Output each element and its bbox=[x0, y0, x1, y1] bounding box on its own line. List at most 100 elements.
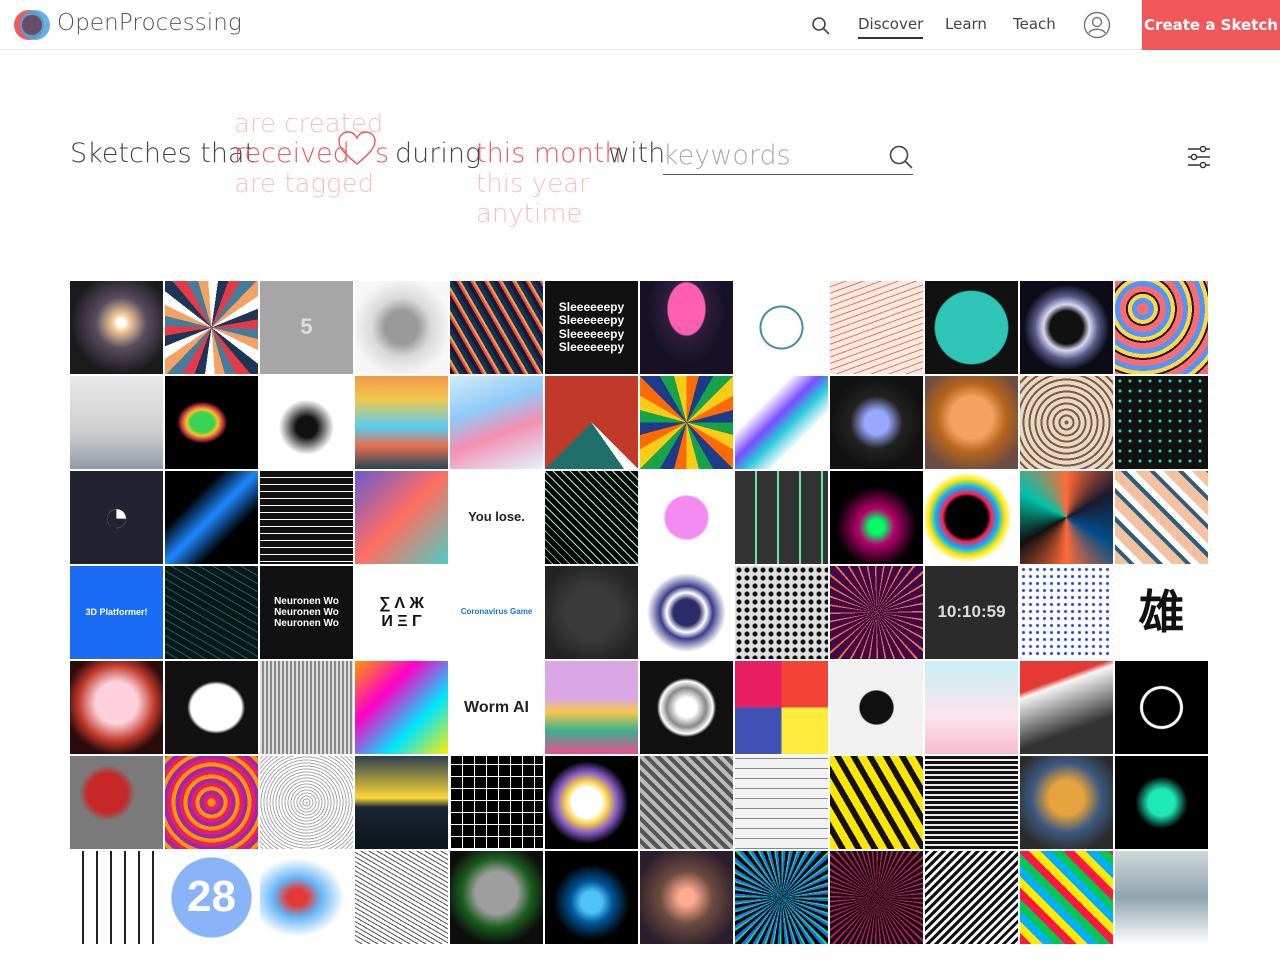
sketch-thumbnail[interactable] bbox=[1020, 471, 1113, 564]
sketch-thumbnail[interactable] bbox=[1020, 851, 1113, 944]
sketch-thumbnail[interactable] bbox=[640, 376, 733, 469]
sketch-thumbnail[interactable] bbox=[450, 281, 543, 374]
create-sketch-button[interactable]: Create a Sketch bbox=[1142, 0, 1280, 50]
sketch-thumbnail[interactable]: 雄 bbox=[1115, 566, 1208, 659]
sketch-thumbnail[interactable] bbox=[260, 376, 353, 469]
sketch-thumbnail[interactable] bbox=[830, 851, 923, 944]
search-icon[interactable] bbox=[811, 16, 831, 36]
sketch-thumbnail[interactable] bbox=[260, 661, 353, 754]
sketch-thumbnail[interactable] bbox=[830, 756, 923, 849]
sketch-thumbnail[interactable]: Coronavirus Game bbox=[450, 566, 543, 659]
period-option-anytime[interactable]: anytime bbox=[476, 199, 583, 229]
sketch-thumbnail[interactable] bbox=[165, 376, 258, 469]
sketch-thumbnail[interactable] bbox=[355, 851, 448, 944]
keywords-input[interactable] bbox=[663, 137, 913, 175]
sketch-thumbnail[interactable] bbox=[925, 376, 1018, 469]
sketch-thumbnail[interactable] bbox=[450, 756, 543, 849]
sketch-thumbnail[interactable]: Worm AI bbox=[450, 661, 543, 754]
sketch-thumbnail[interactable] bbox=[925, 661, 1018, 754]
sketch-thumbnail[interactable] bbox=[1115, 851, 1208, 944]
sketch-thumbnail[interactable] bbox=[830, 566, 923, 659]
sketch-thumbnail[interactable]: Neuronen Wo Neuronen Wo Neuronen Wo bbox=[260, 566, 353, 659]
sketch-thumbnail[interactable] bbox=[1020, 756, 1113, 849]
sketch-thumbnail[interactable] bbox=[70, 376, 163, 469]
sketch-thumbnail[interactable] bbox=[640, 566, 733, 659]
sketch-thumbnail[interactable] bbox=[1020, 566, 1113, 659]
sketch-thumbnail[interactable] bbox=[830, 661, 923, 754]
sketch-thumbnail[interactable]: 28 bbox=[165, 851, 258, 944]
sketch-thumbnail[interactable] bbox=[70, 851, 163, 944]
sketch-thumbnail[interactable]: 10:10:59 bbox=[925, 566, 1018, 659]
sketch-thumbnail[interactable] bbox=[260, 756, 353, 849]
action-option-received[interactable]: received bbox=[234, 138, 350, 169]
sketch-thumbnail[interactable]: Sleeeeeepy Sleeeeeepy Sleeeeeepy Sleeeee… bbox=[545, 281, 638, 374]
sketch-thumbnail[interactable] bbox=[640, 281, 733, 374]
sketch-thumbnail[interactable] bbox=[355, 756, 448, 849]
sketch-thumbnail[interactable] bbox=[1115, 756, 1208, 849]
sketch-thumbnail[interactable]: ∑ Λ Ж И Ξ Γ bbox=[355, 566, 448, 659]
sketch-thumbnail[interactable] bbox=[640, 471, 733, 564]
sketch-thumbnail[interactable] bbox=[450, 376, 543, 469]
sketch-thumbnail[interactable]: ◔ bbox=[70, 471, 163, 564]
sketch-thumbnail[interactable] bbox=[545, 566, 638, 659]
sketch-thumbnail[interactable] bbox=[1020, 376, 1113, 469]
search-icon[interactable] bbox=[888, 144, 914, 170]
sketch-thumbnail[interactable] bbox=[165, 756, 258, 849]
sketch-thumbnail[interactable] bbox=[1020, 281, 1113, 374]
sketch-thumbnail[interactable] bbox=[355, 471, 448, 564]
sketch-thumbnail[interactable] bbox=[545, 661, 638, 754]
filter-settings-icon[interactable] bbox=[1186, 143, 1212, 171]
sketch-thumbnail[interactable]: 3D Platformer! bbox=[70, 566, 163, 659]
sketch-thumbnail[interactable] bbox=[735, 376, 828, 469]
sketch-thumbnail[interactable] bbox=[830, 281, 923, 374]
sketch-thumbnail[interactable] bbox=[925, 471, 1018, 564]
sketch-thumbnail[interactable] bbox=[1115, 281, 1208, 374]
sketch-thumbnail[interactable] bbox=[70, 756, 163, 849]
sketch-thumbnail[interactable] bbox=[640, 756, 733, 849]
user-avatar-icon[interactable] bbox=[1083, 11, 1111, 39]
sketch-thumbnail[interactable] bbox=[640, 661, 733, 754]
sketch-thumbnail[interactable]: 5 bbox=[260, 281, 353, 374]
sketch-thumbnail[interactable] bbox=[1115, 376, 1208, 469]
nav-teach[interactable]: Teach bbox=[1013, 15, 1056, 33]
sketch-thumbnail[interactable] bbox=[925, 756, 1018, 849]
sketch-thumbnail[interactable] bbox=[165, 471, 258, 564]
sketch-thumbnail[interactable] bbox=[165, 661, 258, 754]
sketch-thumbnail[interactable] bbox=[165, 566, 258, 659]
nav-learn[interactable]: Learn bbox=[945, 15, 987, 33]
sketch-thumbnail[interactable] bbox=[545, 376, 638, 469]
period-option-this-month[interactable]: this month bbox=[476, 138, 622, 169]
sketch-thumbnail[interactable] bbox=[735, 566, 828, 659]
sketch-thumbnail[interactable] bbox=[1020, 661, 1113, 754]
sketch-thumbnail[interactable] bbox=[450, 851, 543, 944]
sketch-thumbnail[interactable] bbox=[545, 471, 638, 564]
action-option-tagged[interactable]: are tagged bbox=[234, 169, 375, 199]
sketch-thumbnail[interactable] bbox=[165, 281, 258, 374]
sketch-thumbnail[interactable] bbox=[1115, 471, 1208, 564]
sketch-thumbnail[interactable] bbox=[735, 851, 828, 944]
sketch-thumbnail[interactable] bbox=[735, 756, 828, 849]
sketch-thumbnail[interactable] bbox=[735, 661, 828, 754]
period-option-this-year[interactable]: this year bbox=[476, 169, 590, 199]
sketch-thumbnail[interactable] bbox=[830, 471, 923, 564]
nav-discover[interactable]: Discover bbox=[858, 15, 924, 39]
sketch-thumbnail[interactable] bbox=[70, 281, 163, 374]
sketch-thumbnail[interactable] bbox=[355, 281, 448, 374]
sketch-thumbnail[interactable] bbox=[925, 281, 1018, 374]
sketch-thumbnail[interactable] bbox=[545, 851, 638, 944]
sketch-thumbnail[interactable] bbox=[735, 281, 828, 374]
sketch-thumbnail[interactable] bbox=[1115, 661, 1208, 754]
sketch-thumbnail[interactable] bbox=[640, 851, 733, 944]
sketch-thumbnail[interactable] bbox=[260, 851, 353, 944]
action-option-created[interactable]: are created bbox=[234, 109, 384, 139]
sketch-thumbnail[interactable] bbox=[735, 471, 828, 564]
sketch-thumbnail[interactable] bbox=[70, 661, 163, 754]
sketch-thumbnail[interactable] bbox=[355, 376, 448, 469]
sketch-thumbnail[interactable] bbox=[355, 661, 448, 754]
logo-icon[interactable] bbox=[14, 8, 52, 42]
sketch-thumbnail[interactable]: You lose. bbox=[450, 471, 543, 564]
sketch-thumbnail[interactable] bbox=[925, 851, 1018, 944]
sketch-thumbnail[interactable] bbox=[545, 756, 638, 849]
sketch-thumbnail[interactable] bbox=[830, 376, 923, 469]
brand-name[interactable]: OpenProcessing bbox=[57, 10, 242, 36]
